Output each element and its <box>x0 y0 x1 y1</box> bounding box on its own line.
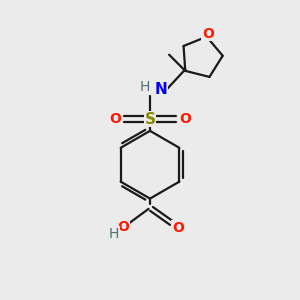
Text: N: N <box>155 82 168 97</box>
Text: H: H <box>109 227 119 241</box>
Text: O: O <box>109 112 121 126</box>
Text: O: O <box>179 112 191 126</box>
Text: O: O <box>202 27 214 41</box>
Text: S: S <box>145 112 155 127</box>
Text: H: H <box>140 80 150 94</box>
Text: O: O <box>118 220 129 234</box>
Text: O: O <box>172 221 184 235</box>
